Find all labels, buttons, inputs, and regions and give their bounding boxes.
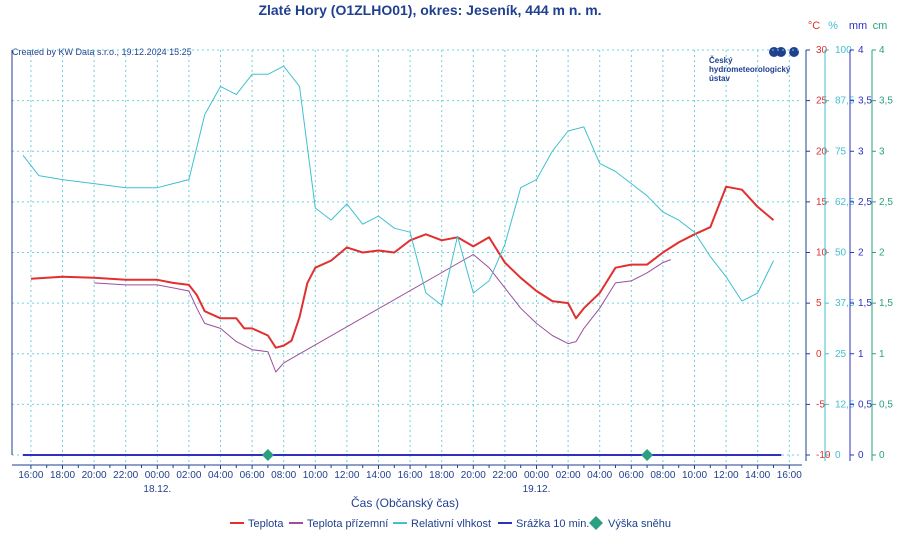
temp-tick-label: 0 xyxy=(816,349,822,360)
legend-label: Relativní vlhkost xyxy=(411,518,491,530)
precip-tick-label: 0,5 xyxy=(858,399,872,410)
legend-label: Srážka 10 min. xyxy=(516,518,589,530)
humidity-tick-label: 37,5 xyxy=(835,298,855,309)
temp-tick-label: 15 xyxy=(816,197,828,208)
temp-tick-label: 5 xyxy=(816,298,822,309)
x-tick-label: 04:00 xyxy=(208,470,233,481)
temp-tick-label: 10 xyxy=(816,248,828,259)
series-line-relativn-vlhkost xyxy=(22,65,774,306)
temp-tick-label: 20 xyxy=(816,146,828,157)
x-tick-label: 10:00 xyxy=(682,470,707,481)
snow-tick-label: 1 xyxy=(879,349,885,360)
x-tick-label: 06:00 xyxy=(619,470,644,481)
x-tick-label: 14:00 xyxy=(366,470,391,481)
precip-tick-label: 3 xyxy=(858,146,864,157)
precip-unit-label: mm xyxy=(849,20,867,32)
legend-swatch xyxy=(589,516,603,530)
precip-tick-label: 1,5 xyxy=(858,298,872,309)
x-tick-label: 02:00 xyxy=(176,470,201,481)
snow-marker xyxy=(641,449,654,461)
x-tick-label: 22:00 xyxy=(113,470,138,481)
logo-line-2: hydrometeorologický xyxy=(709,65,791,74)
logo-dot-2 xyxy=(776,47,786,57)
temp-unit-label: °C xyxy=(808,20,820,32)
axes: 16:00 18:00 20:00 22:00 00:00 02:00 04:00 06:00… xyxy=(11,20,893,495)
temp-tick-label: 30 xyxy=(816,45,828,56)
credit-text: Created by KW Data s.r.o., 19.12.2024 15… xyxy=(12,47,192,57)
temp-tick-label: -10 xyxy=(816,450,831,461)
humidity-tick-label: 12,5 xyxy=(835,399,855,410)
precip-tick-label: 0 xyxy=(858,450,864,461)
series-group xyxy=(22,65,782,461)
x-tick-label: 00:00 xyxy=(524,470,549,481)
precip-tick-label: 2,5 xyxy=(858,197,872,208)
temp-tick-label: -5 xyxy=(816,399,825,410)
x-tick-label: 08:00 xyxy=(271,470,296,481)
snow-tick-label: 3,5 xyxy=(879,96,893,107)
x-tick-label: 16:00 xyxy=(398,470,423,481)
humidity-unit-label: % xyxy=(828,20,838,32)
logo-line-3: ústav xyxy=(709,74,730,83)
legend-label: Teplota xyxy=(248,518,284,530)
legend-label: Výška sněhu xyxy=(608,518,671,530)
date-label: 19.12. xyxy=(523,484,551,495)
x-tick-label: 18:00 xyxy=(50,470,75,481)
x-tick-label: 08:00 xyxy=(650,470,675,481)
x-tick-label: 12:00 xyxy=(714,470,739,481)
humidity-tick-label: 25 xyxy=(835,349,847,360)
series-line-teplota xyxy=(30,185,775,349)
chart-title: Zlaté Hory (O1ZLHO01), okres: Jeseník, 4… xyxy=(258,2,601,18)
snow-tick-label: 2 xyxy=(879,248,885,259)
chmi-logo: Český hydrometeorologický ústav xyxy=(709,47,799,83)
x-tick-label: 20:00 xyxy=(82,470,107,481)
x-tick-label: 22:00 xyxy=(492,470,517,481)
x-tick-label: 14:00 xyxy=(745,470,770,481)
snow-marker xyxy=(261,449,274,461)
legend-label: Teplota přízemní xyxy=(307,518,388,530)
x-axis-label: Čas (Občanský čas) xyxy=(351,495,459,510)
precip-tick-label: 1 xyxy=(858,349,864,360)
series-line-teplota-p-zemn- xyxy=(94,254,671,373)
precip-tick-label: 2 xyxy=(858,248,864,259)
date-label: 18.12. xyxy=(143,484,171,495)
x-tick-label: 04:00 xyxy=(587,470,612,481)
x-tick-label: 10:00 xyxy=(303,470,328,481)
snow-tick-label: 2,5 xyxy=(879,197,893,208)
humidity-tick-label: 62,5 xyxy=(835,197,855,208)
x-tick-label: 06:00 xyxy=(240,470,265,481)
x-tick-label: 02:00 xyxy=(556,470,581,481)
snow-tick-label: 0 xyxy=(879,450,885,461)
x-tick-label: 16:00 xyxy=(777,470,802,481)
precip-tick-label: 4 xyxy=(858,45,864,56)
logo-dot-3 xyxy=(789,47,799,57)
grid xyxy=(12,49,802,465)
snow-tick-label: 1,5 xyxy=(879,298,893,309)
legend: Teplota Teplota přízemní Relativní vlhkost… xyxy=(230,516,671,530)
x-tick-label: 00:00 xyxy=(145,470,170,481)
x-tick-label: 12:00 xyxy=(334,470,359,481)
snow-tick-label: 0,5 xyxy=(879,399,893,410)
logo-line-1: Český xyxy=(709,56,733,65)
x-tick-label: 18:00 xyxy=(429,470,454,481)
precip-tick-label: 3,5 xyxy=(858,96,872,107)
humidity-tick-label: 0 xyxy=(835,450,841,461)
humidity-tick-label: 75 xyxy=(835,146,847,157)
humidity-tick-label: 100 xyxy=(835,45,852,56)
snow-tick-label: 4 xyxy=(879,45,885,56)
humidity-tick-label: 50 xyxy=(835,248,847,259)
humidity-tick-label: 87,5 xyxy=(835,96,855,107)
x-tick-label: 16:00 xyxy=(18,470,43,481)
x-tick-label: 20:00 xyxy=(461,470,486,481)
snow-unit-label: cm xyxy=(873,20,888,32)
temp-tick-label: 25 xyxy=(816,96,828,107)
snow-tick-label: 3 xyxy=(879,146,885,157)
logo-dot-1 xyxy=(769,47,779,57)
